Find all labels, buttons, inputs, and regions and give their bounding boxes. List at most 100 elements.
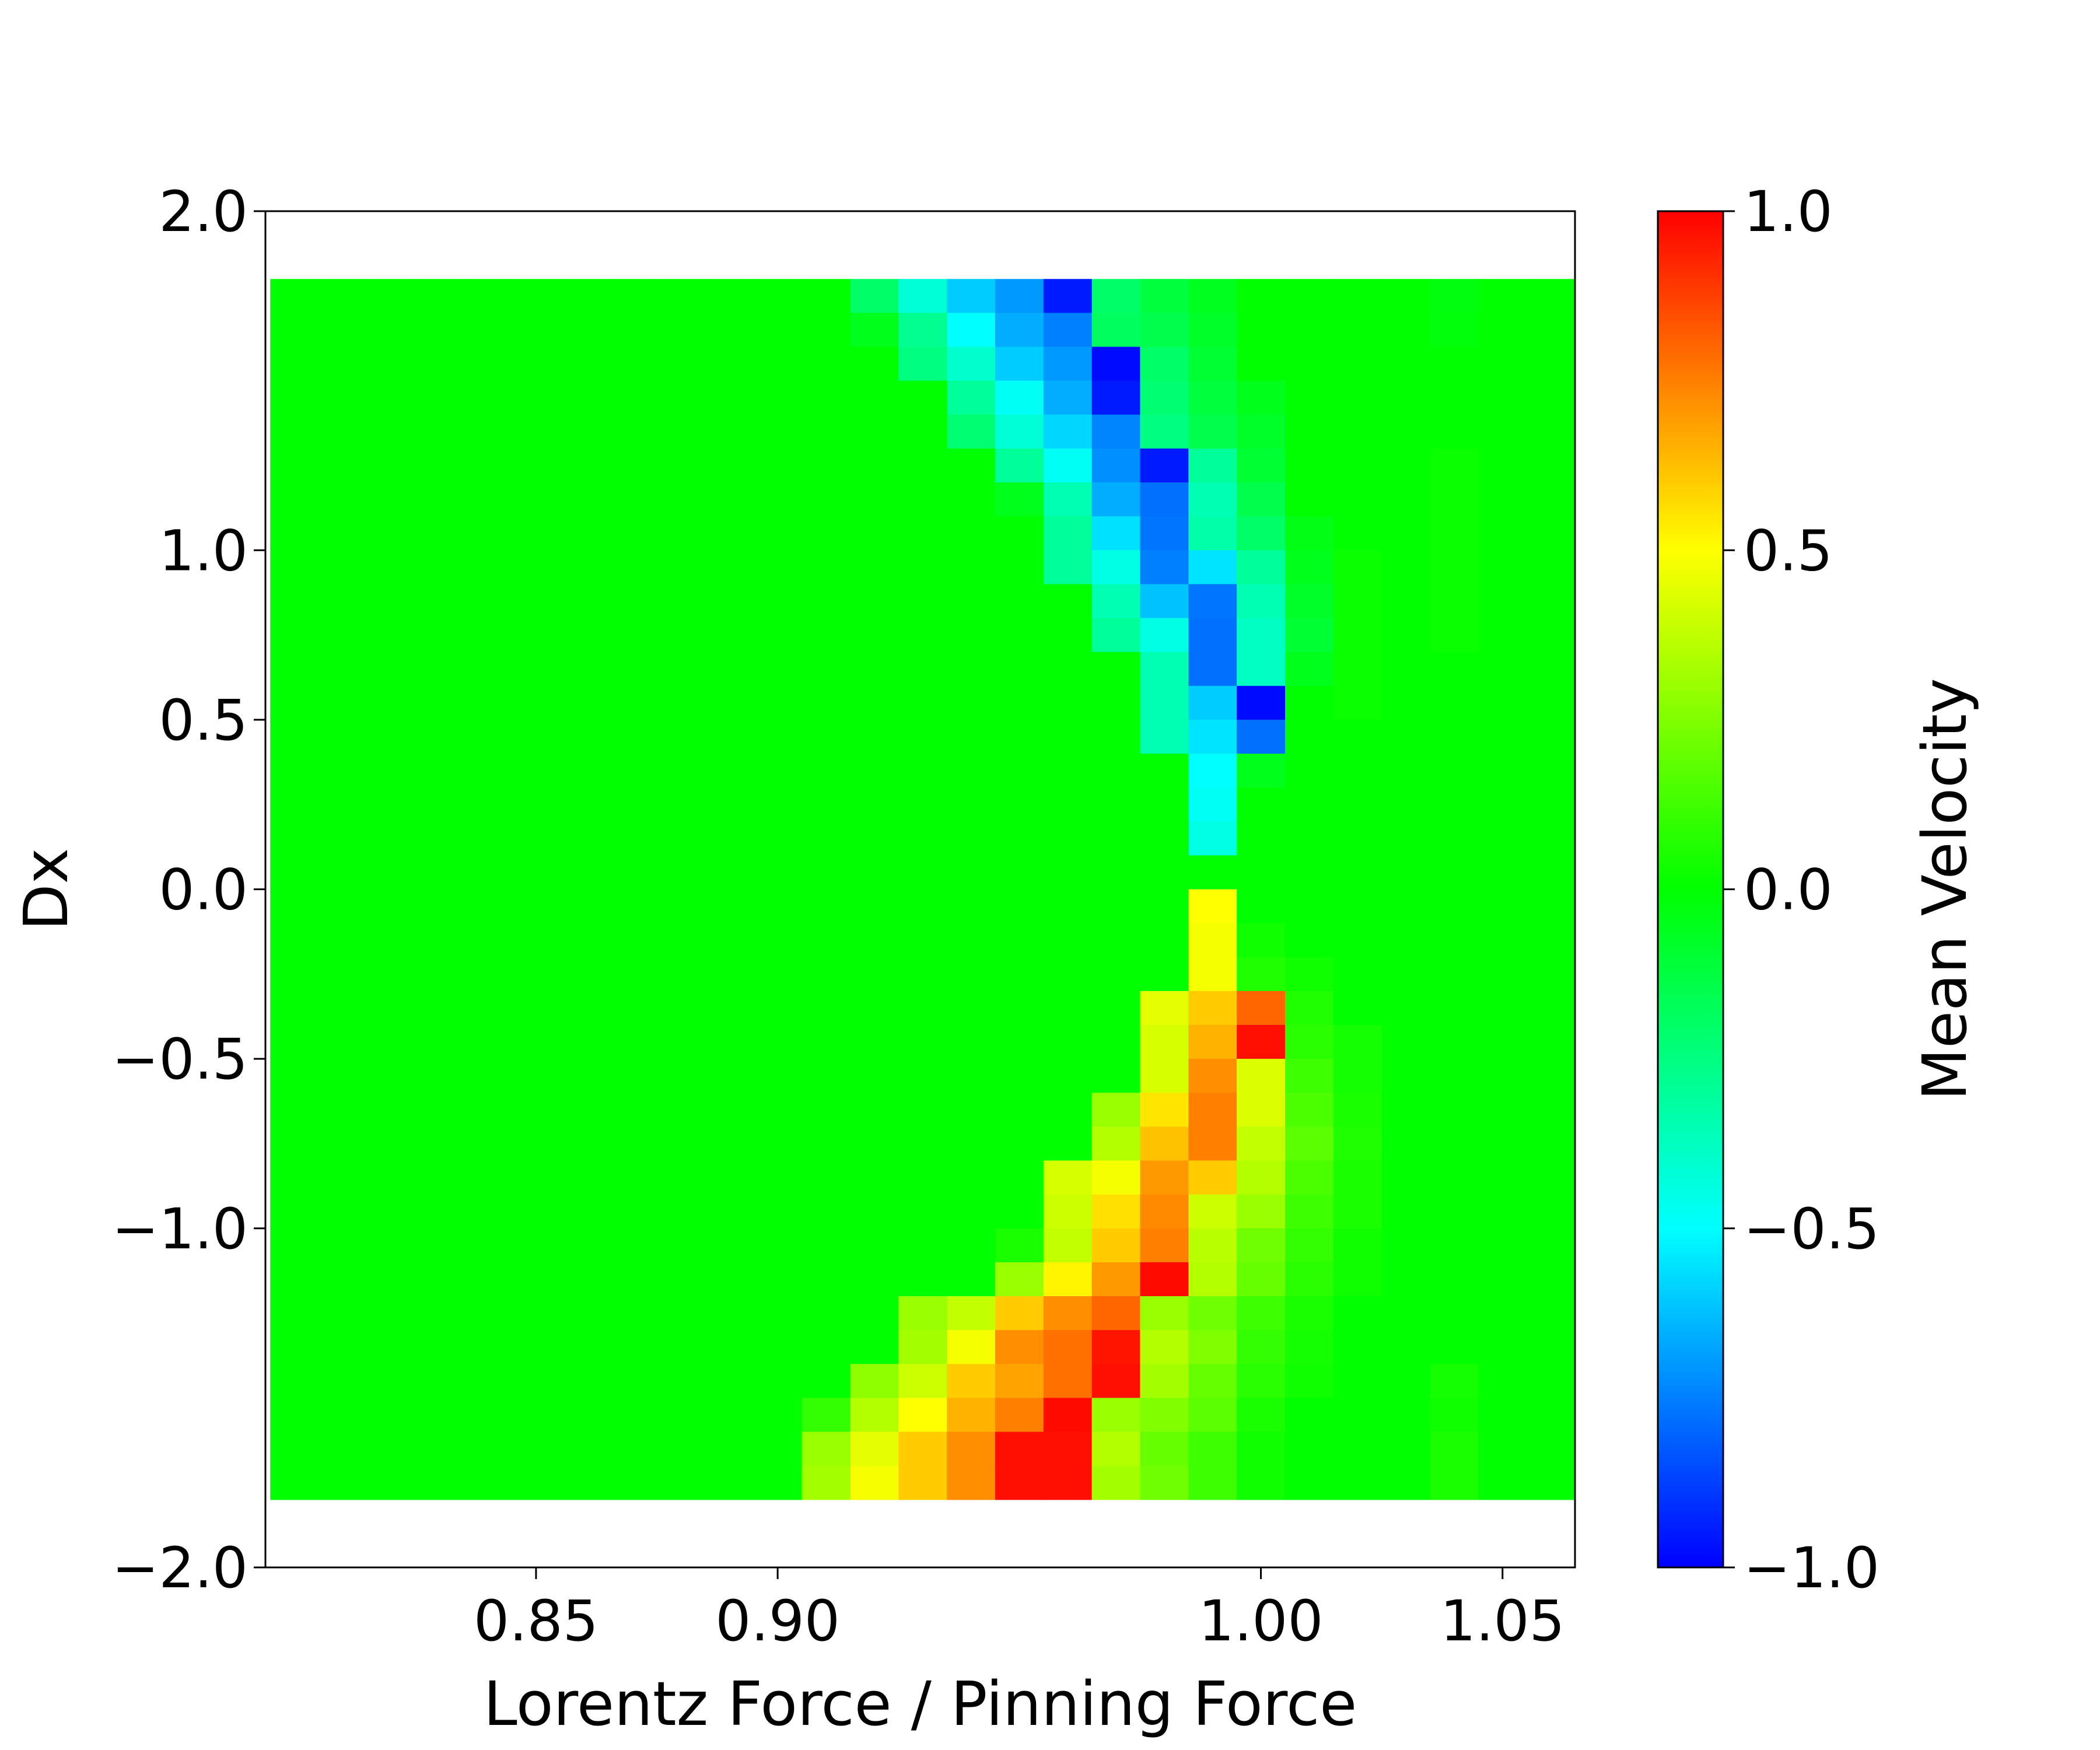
heatmap-cell [802,1296,850,1331]
heatmap-cell [608,516,657,551]
heatmap-cell [318,448,368,483]
heatmap-cell [657,685,706,720]
heatmap-cell [318,1228,368,1263]
heatmap-cell [1527,279,1576,313]
heatmap-cell [1333,380,1382,415]
heatmap-cell [850,1059,899,1093]
heatmap-cell [898,1228,947,1263]
heatmap-cell [1237,957,1286,992]
heatmap-cell [657,414,706,449]
heatmap-cell [1188,719,1237,754]
heatmap-cell [1043,991,1093,1026]
heatmap-cell [1188,991,1237,1026]
heatmap-cell [270,754,319,788]
heatmap-cell [1430,1025,1479,1059]
heatmap-cell [705,1398,754,1433]
heatmap-cell [1043,1160,1093,1195]
heatmap-cell [1333,550,1382,584]
heatmap-cell [947,719,996,754]
heatmap-cell [1333,1160,1382,1195]
heatmap-cell [1478,1262,1527,1297]
heatmap-cell [802,618,850,653]
heatmap-cell [1478,1160,1527,1195]
heatmap-cell [898,889,947,924]
heatmap-cell [1188,1296,1237,1331]
heatmap-cell [366,652,416,687]
heatmap-cell [1284,380,1334,415]
heatmap-cell [657,788,706,822]
heatmap-cell [947,1126,996,1161]
heatmap-cell [898,855,947,890]
heatmap-cell [1527,482,1576,517]
heatmap-cell [1381,1330,1431,1364]
heatmap-cell [560,685,609,720]
heatmap-cell [898,1025,947,1059]
heatmap-cell [1188,889,1237,924]
heatmap-cell [270,1228,319,1263]
heatmap-cell [512,1160,561,1195]
heatmap-cell [1043,1126,1093,1161]
heatmap-cell [318,923,368,958]
heatmap-cell [1284,855,1334,890]
heatmap-cell [463,414,513,449]
heatmap-cell [753,652,803,687]
heatmap-cell [657,313,706,348]
heatmap-cell [512,1059,561,1093]
heatmap-cell [366,1262,416,1297]
heatmap-cell [512,550,561,584]
heatmap-cell [705,889,754,924]
heatmap-cell [270,1025,319,1059]
heatmap-cell [947,957,996,992]
heatmap-cell [705,685,754,720]
heatmap-cell [270,652,319,687]
heatmap-cell [318,1126,368,1161]
heatmap-cell [270,414,319,449]
heatmap-cell [802,380,850,415]
heatmap-cell [1333,1194,1382,1229]
heatmap-cell [1527,923,1576,958]
heatmap-cell [463,719,513,754]
heatmap-cell [850,923,899,958]
heatmap-cell [366,1398,416,1433]
heatmap-cell [1333,1465,1382,1500]
heatmap-cell [753,1059,803,1093]
heatmap-cell [995,1262,1044,1297]
heatmap-cell [415,788,464,822]
heatmap-cell [1043,685,1093,720]
heatmap-cell [608,313,657,348]
heatmap-cell [705,1194,754,1229]
heatmap-cell [1333,618,1382,653]
heatmap-cell [1237,1432,1286,1466]
heatmap-cell [947,313,996,348]
heatmap-cell [512,1194,561,1229]
heatmap-cell [1333,1432,1382,1466]
heatmap-cell [560,1025,609,1059]
heatmap-cell [1237,923,1286,958]
heatmap-cell [1478,516,1527,551]
heatmap-cell [512,957,561,992]
heatmap-cell [1333,516,1382,551]
heatmap-cell [1188,380,1237,415]
heatmap-cell [705,923,754,958]
heatmap-cell [705,346,754,382]
y-tick-label: 0.5 [159,688,248,753]
heatmap-cell [947,889,996,924]
heatmap-cell [753,618,803,653]
heatmap-cell [850,313,899,348]
heatmap-cell [1527,414,1576,449]
heatmap-cell [1043,719,1093,754]
heatmap-cell [1284,618,1334,653]
heatmap-cell [1140,1194,1189,1229]
heatmap-cell [657,1194,706,1229]
heatmap-cell [850,1364,899,1398]
heatmap-cell [1478,923,1527,958]
heatmap-cell [1140,482,1189,517]
heatmap-cell [318,1296,368,1331]
heatmap-cell [1381,923,1431,958]
heatmap-cell [995,1330,1044,1364]
heatmap-cell [947,991,996,1026]
heatmap-cell [1284,652,1334,687]
heatmap-cell [366,1126,416,1161]
heatmap-cell [366,821,416,856]
heatmap-cell [898,346,947,382]
